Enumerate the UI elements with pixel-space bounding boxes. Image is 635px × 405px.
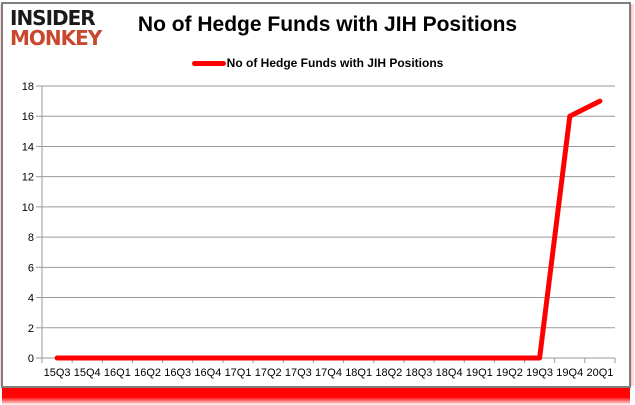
y-axis-tick-label: 4	[28, 293, 34, 305]
x-axis-tick-label: 18Q4	[436, 367, 463, 379]
x-axis-tick-label: 20Q1	[586, 367, 613, 379]
y-axis-tick-label: 18	[22, 81, 34, 93]
legend: No of Hedge Funds with JIH Positions	[0, 56, 635, 70]
legend-line-marker	[191, 60, 226, 66]
y-axis-tick-label: 8	[28, 232, 34, 244]
x-axis-tick-label: 19Q1	[466, 367, 493, 379]
x-axis-tick-label: 17Q3	[285, 367, 312, 379]
y-axis-tick-label: 16	[22, 111, 34, 123]
y-axis-tick-label: 6	[28, 262, 34, 274]
x-axis-tick-label: 16Q4	[194, 367, 221, 379]
x-axis-tick-label: 18Q1	[345, 367, 372, 379]
right-glow-edge	[631, 4, 635, 386]
x-axis-tick-label: 17Q4	[315, 367, 342, 379]
bottom-red-shadow	[2, 388, 630, 405]
y-axis-tick-label: 14	[22, 141, 34, 153]
legend-label: No of Hedge Funds with JIH Positions	[226, 56, 444, 70]
y-axis-tick-label: 0	[28, 353, 34, 365]
x-axis-tick-label: 15Q3	[44, 367, 71, 379]
chart-title: No of Hedge Funds with JIH Positions	[137, 13, 518, 36]
x-axis-tick-label: 16Q1	[104, 367, 131, 379]
logo-monkey-text: MONKEY	[10, 25, 102, 50]
insider-monkey-logo: INSIDER MONKEY	[10, 6, 102, 50]
series-line	[54, 98, 603, 361]
y-axis-tick-label: 10	[22, 202, 34, 214]
x-axis-tick-label: 19Q4	[556, 367, 583, 379]
x-axis-tick-label: 18Q3	[406, 367, 433, 379]
chart-frame	[1, 2, 631, 388]
x-axis-tick-label: 17Q2	[255, 367, 282, 379]
x-axis-tick-label: 18Q2	[375, 367, 402, 379]
y-axis-tick-label: 2	[28, 323, 34, 335]
x-axis-tick-label: 19Q2	[496, 367, 523, 379]
x-axis-tick-label: 17Q1	[225, 367, 252, 379]
x-axis-tick-label: 19Q3	[526, 367, 553, 379]
left-glow-edge	[0, 4, 1, 386]
x-axis-tick-label: 15Q4	[74, 367, 101, 379]
y-axis-tick-label: 12	[22, 172, 34, 184]
x-axis-tick-label: 16Q2	[134, 367, 161, 379]
x-axis-tick-label: 16Q3	[164, 367, 191, 379]
line-chart: 0 2 4 6 8 10 12 14 16 18 15Q3 15Q4 16Q1 16Q2 16Q3 16Q4 1…	[22, 81, 616, 379]
logo-insider-text: INSIDER	[10, 6, 96, 30]
